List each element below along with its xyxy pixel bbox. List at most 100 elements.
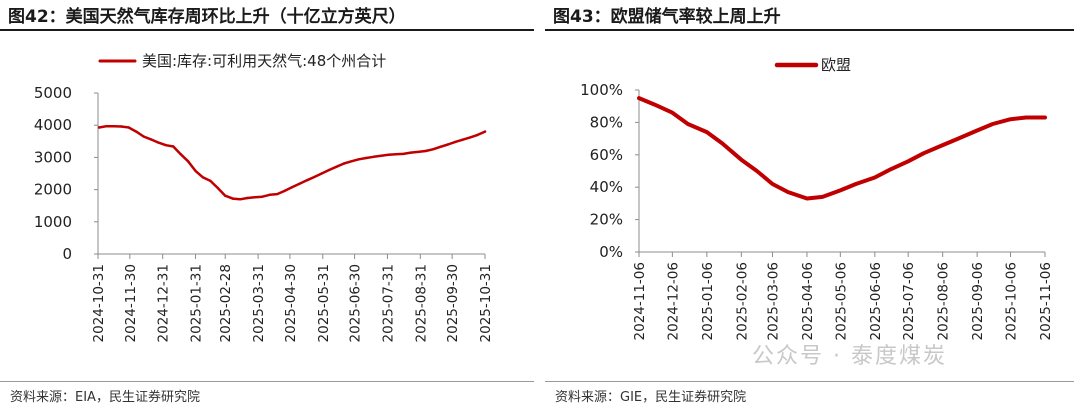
- data-point: [224, 194, 227, 197]
- data-point: [1024, 116, 1028, 119]
- x-tick-label: 2025-07-06: [901, 262, 917, 340]
- x-tick-label: 2025-03-06: [765, 262, 781, 340]
- data-point: [705, 130, 709, 134]
- data-point: [402, 152, 405, 156]
- data-point: [671, 111, 674, 114]
- y-tick-label: 2000: [34, 181, 72, 199]
- data-point: [283, 189, 286, 193]
- x-tick-label: 2025-01-06: [700, 262, 716, 340]
- data-point: [424, 149, 427, 153]
- eu-storage-chart: 0% 20% 40% 60% 80% 100% 2024-11-06 2024-12-06 20…: [580, 56, 1054, 340]
- x-tick-label: 2024-11-06: [632, 262, 648, 340]
- x-tick-label: 2025-04-06: [800, 262, 816, 340]
- chart-title-left: 图42：美国天然气库存周环比上升（十亿立方英尺）: [8, 7, 406, 27]
- x-tick-label: 2025-01-31: [189, 264, 205, 342]
- data-point: [305, 179, 309, 182]
- data-point: [253, 196, 257, 199]
- data-point: [854, 182, 858, 186]
- data-point: [387, 153, 390, 156]
- data-point: [907, 160, 910, 163]
- data-point: [105, 125, 108, 128]
- y-tick-label: 20%: [590, 211, 623, 229]
- data-point: [179, 153, 182, 156]
- data-point: [164, 144, 168, 147]
- data-point: [157, 141, 160, 144]
- data-point: [246, 196, 249, 200]
- data-point: [112, 125, 116, 128]
- data-point: [740, 158, 743, 161]
- data-point: [238, 198, 242, 201]
- data-point: [637, 96, 641, 100]
- data-point: [922, 152, 925, 155]
- data-point: [201, 176, 205, 179]
- data-point: [873, 176, 876, 179]
- data-point: [97, 126, 101, 129]
- data-point: [186, 160, 190, 163]
- data-point: [261, 195, 264, 198]
- x-tick-label: 2025-02-28: [218, 264, 234, 342]
- data-point: [889, 168, 892, 171]
- data-point: [342, 162, 346, 165]
- data-point: [142, 135, 145, 138]
- x-tick-label: 2024-10-31: [91, 264, 107, 342]
- data-point: [721, 142, 724, 145]
- y-tick-label: 60%: [590, 146, 623, 164]
- data-point: [686, 122, 690, 126]
- x-tick-label: 2025-10-31: [478, 264, 494, 342]
- data-point: [357, 158, 360, 161]
- data-point: [320, 172, 323, 175]
- data-point: [127, 126, 130, 129]
- data-point: [461, 138, 464, 141]
- left-chart-panel: 图42：美国天然气库存周环比上升（十亿立方英尺） 0 1000 2000 3000 40…: [0, 7, 534, 405]
- us-storage-chart: 0 1000 2000 3000 4000 5000 2024-10-31 2024-11-3…: [34, 52, 494, 342]
- data-point: [653, 103, 656, 106]
- x-tick-label: 2024-11-30: [123, 264, 139, 342]
- data-point: [335, 165, 338, 168]
- y-tick-label: 80%: [590, 113, 623, 131]
- data-point: [327, 168, 331, 172]
- title-rule-right: [545, 29, 1074, 31]
- data-point: [1043, 116, 1047, 119]
- data-point: [786, 190, 790, 194]
- data-point: [379, 154, 383, 157]
- data-point: [1009, 118, 1012, 121]
- data-point: [483, 130, 487, 133]
- data-point: [172, 145, 175, 148]
- data-point: [771, 182, 774, 186]
- data-point: [439, 145, 442, 148]
- x-tick-label: 2024-12-31: [156, 264, 172, 342]
- source-note-left: 资料来源：EIA，民生证券研究院: [10, 390, 200, 405]
- data-point: [409, 151, 412, 154]
- data-point: [209, 179, 212, 183]
- data-point: [454, 140, 457, 144]
- source-note-right: 资料来源：GIE，民生证券研究院: [555, 390, 747, 405]
- data-point: [476, 133, 479, 137]
- data-point: [469, 136, 472, 139]
- data-point: [957, 137, 960, 140]
- data-point: [290, 186, 294, 189]
- x-tick-label: 2025-08-31: [413, 264, 429, 342]
- right-chart-panel: 图43：欧盟储气率较上周上升 0% 20% 40% 60% 80% 100% 2024-11…: [545, 0, 1080, 408]
- data-point: [372, 155, 375, 158]
- source-rule-right: [545, 381, 1074, 382]
- data-point: [991, 122, 994, 126]
- x-tick-label: 2025-06-06: [868, 262, 884, 340]
- data-point: [941, 143, 944, 147]
- x-tick-label: 2025-06-30: [348, 264, 364, 342]
- data-point: [268, 193, 271, 196]
- y-tick-label: 5000: [34, 84, 72, 102]
- y-tick-label: 40%: [590, 178, 623, 196]
- x-tick-label: 2025-08-06: [936, 262, 952, 340]
- data-point: [975, 129, 979, 132]
- data-point: [755, 169, 759, 173]
- x-tick-label: 2024-12-06: [665, 262, 681, 340]
- data-point: [805, 197, 809, 200]
- data-point: [298, 182, 301, 185]
- y-tick-label: 4000: [34, 116, 72, 134]
- y-tick-label: 0%: [599, 243, 623, 261]
- data-point: [839, 189, 842, 192]
- data-point: [216, 186, 219, 190]
- x-tick-label: 2025-10-06: [1004, 262, 1020, 340]
- watermark: 公众号 · 泰度煤炭: [752, 344, 947, 369]
- data-point: [417, 150, 420, 154]
